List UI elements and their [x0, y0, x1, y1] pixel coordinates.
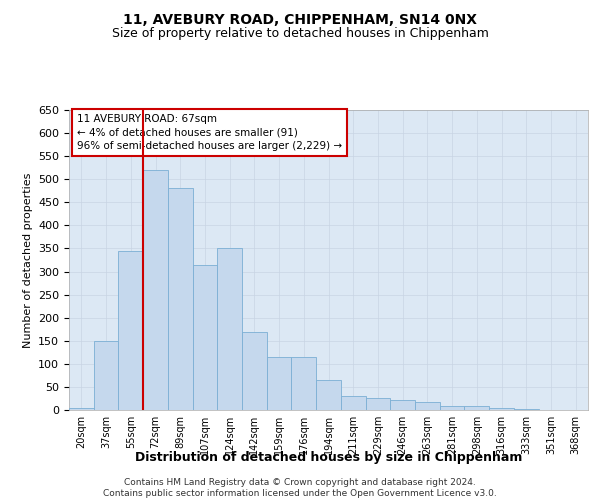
- Text: 11, AVEBURY ROAD, CHIPPENHAM, SN14 0NX: 11, AVEBURY ROAD, CHIPPENHAM, SN14 0NX: [123, 12, 477, 26]
- Bar: [118, 251, 143, 410]
- Bar: [464, 406, 489, 410]
- Bar: [267, 357, 292, 410]
- Bar: [341, 396, 365, 410]
- Bar: [94, 341, 118, 410]
- Bar: [316, 380, 341, 410]
- Text: 11 AVEBURY ROAD: 67sqm
← 4% of detached houses are smaller (91)
96% of semi-deta: 11 AVEBURY ROAD: 67sqm ← 4% of detached …: [77, 114, 342, 151]
- Bar: [217, 248, 242, 410]
- Text: Contains HM Land Registry data © Crown copyright and database right 2024.
Contai: Contains HM Land Registry data © Crown c…: [103, 478, 497, 498]
- Bar: [440, 406, 464, 410]
- Text: Distribution of detached houses by size in Chippenham: Distribution of detached houses by size …: [135, 451, 523, 464]
- Bar: [242, 332, 267, 410]
- Bar: [143, 170, 168, 410]
- Bar: [514, 409, 539, 410]
- Bar: [292, 357, 316, 410]
- Bar: [168, 188, 193, 410]
- Bar: [69, 408, 94, 410]
- Bar: [365, 398, 390, 410]
- Bar: [489, 408, 514, 410]
- Text: Size of property relative to detached houses in Chippenham: Size of property relative to detached ho…: [112, 28, 488, 40]
- Y-axis label: Number of detached properties: Number of detached properties: [23, 172, 32, 348]
- Bar: [390, 400, 415, 410]
- Bar: [193, 264, 217, 410]
- Bar: [415, 402, 440, 410]
